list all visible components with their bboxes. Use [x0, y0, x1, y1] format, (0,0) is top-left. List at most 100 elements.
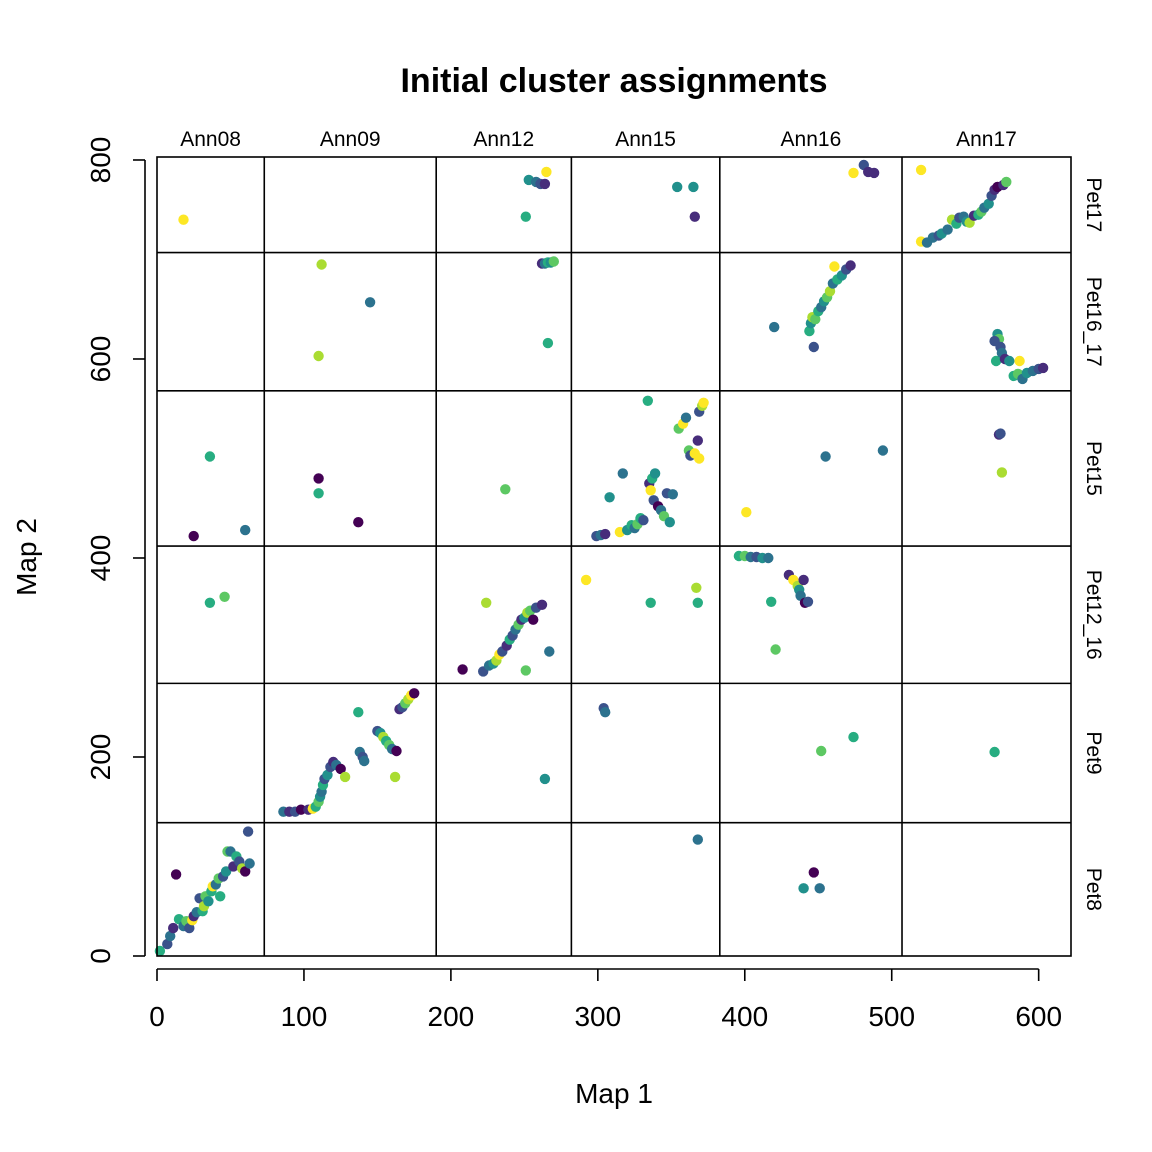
column-label: Ann12 [473, 128, 534, 151]
x-tick-label: 300 [574, 1001, 621, 1032]
data-point [359, 755, 370, 767]
data-point [168, 922, 179, 934]
data-point [769, 321, 780, 333]
column-label: Ann17 [956, 128, 1017, 151]
data-point [1014, 355, 1025, 367]
data-point [184, 922, 195, 934]
data-point [672, 181, 683, 193]
data-point [649, 468, 661, 479]
data-point [816, 745, 827, 757]
x-axis-title: Map 1 [575, 1078, 653, 1109]
data-point [990, 355, 1002, 367]
data-point [313, 488, 324, 499]
data-point [600, 707, 611, 718]
y-tick-label: 0 [85, 948, 116, 964]
data-point [600, 528, 611, 540]
panel-labels: Ann08 Ann09 Ann12 Ann15 Ann16 Ann17 Pet8 Pet9 Pe… [180, 128, 1105, 911]
data-point [353, 517, 364, 528]
data-point [170, 869, 182, 880]
data-point [313, 350, 324, 362]
data-point [1037, 362, 1049, 374]
data-point [541, 166, 552, 178]
data-point [220, 866, 232, 877]
data-point [645, 485, 656, 496]
data-point [877, 445, 889, 456]
data-point [604, 492, 615, 503]
data-point [391, 745, 402, 757]
y-axis-title: Map 2 [11, 518, 42, 596]
data-point [868, 167, 880, 179]
data-point [188, 530, 199, 542]
plot-frame [156, 156, 1072, 957]
data-point [996, 467, 1008, 478]
data-point [389, 771, 401, 783]
data-point [204, 597, 216, 608]
row-label: Pet9 [1082, 731, 1105, 774]
data-point [617, 468, 628, 479]
data-point [820, 451, 831, 462]
x-tick-label: 400 [721, 1001, 768, 1032]
chart-title: Initial cluster assignments [400, 62, 827, 100]
data-point [539, 178, 551, 190]
data-point [692, 435, 703, 446]
data-point [848, 731, 859, 743]
data-point [409, 688, 420, 699]
x-tick-label: 100 [281, 1001, 328, 1032]
data-point [798, 574, 809, 586]
data-point [500, 484, 511, 495]
data-point [178, 214, 189, 225]
data-point [810, 314, 821, 325]
data-point [203, 896, 214, 907]
data-point [645, 597, 656, 608]
data-point [215, 891, 226, 902]
data-point [741, 507, 752, 518]
data-point [240, 524, 251, 536]
data-point [763, 552, 774, 564]
data-point [335, 763, 346, 775]
data-point [353, 707, 364, 718]
data-point [698, 397, 709, 408]
data-point [240, 866, 251, 877]
data-point [814, 883, 825, 894]
x-tick-label: 600 [1015, 1001, 1062, 1032]
data-point [313, 473, 324, 484]
data-point [989, 335, 1000, 347]
data-point [664, 517, 675, 528]
data-point [528, 614, 539, 625]
data-point [688, 181, 699, 193]
data-point [295, 804, 307, 815]
column-label: Ann15 [615, 128, 676, 151]
data-point [691, 582, 702, 593]
data-point [1004, 355, 1015, 367]
data-point [770, 644, 781, 655]
data-point [457, 664, 468, 675]
data-point [1001, 176, 1012, 188]
data-point [536, 599, 548, 610]
data-point [204, 451, 216, 462]
data-point [544, 646, 555, 657]
data-point [845, 260, 856, 271]
data-point [339, 771, 351, 783]
row-label: Pet17 [1082, 177, 1105, 232]
data-point [942, 224, 953, 235]
data-point [689, 211, 700, 222]
row-label: Pet8 [1082, 868, 1105, 911]
data-point [364, 297, 376, 308]
data-point [766, 596, 777, 607]
data-point [680, 412, 692, 423]
data-point [808, 341, 819, 353]
points-layer [154, 159, 1049, 957]
data-point [542, 337, 554, 349]
x-tick-label: 200 [428, 1001, 475, 1032]
data-point [808, 867, 819, 878]
data-point [692, 597, 703, 608]
y-tick-label: 200 [85, 734, 116, 781]
data-point [667, 489, 678, 500]
data-point [242, 826, 254, 837]
data-point [162, 938, 173, 950]
y-tick-label: 800 [85, 137, 116, 184]
data-point [481, 597, 492, 608]
x-tick-label: 0 [149, 1001, 165, 1032]
data-point [802, 596, 814, 607]
